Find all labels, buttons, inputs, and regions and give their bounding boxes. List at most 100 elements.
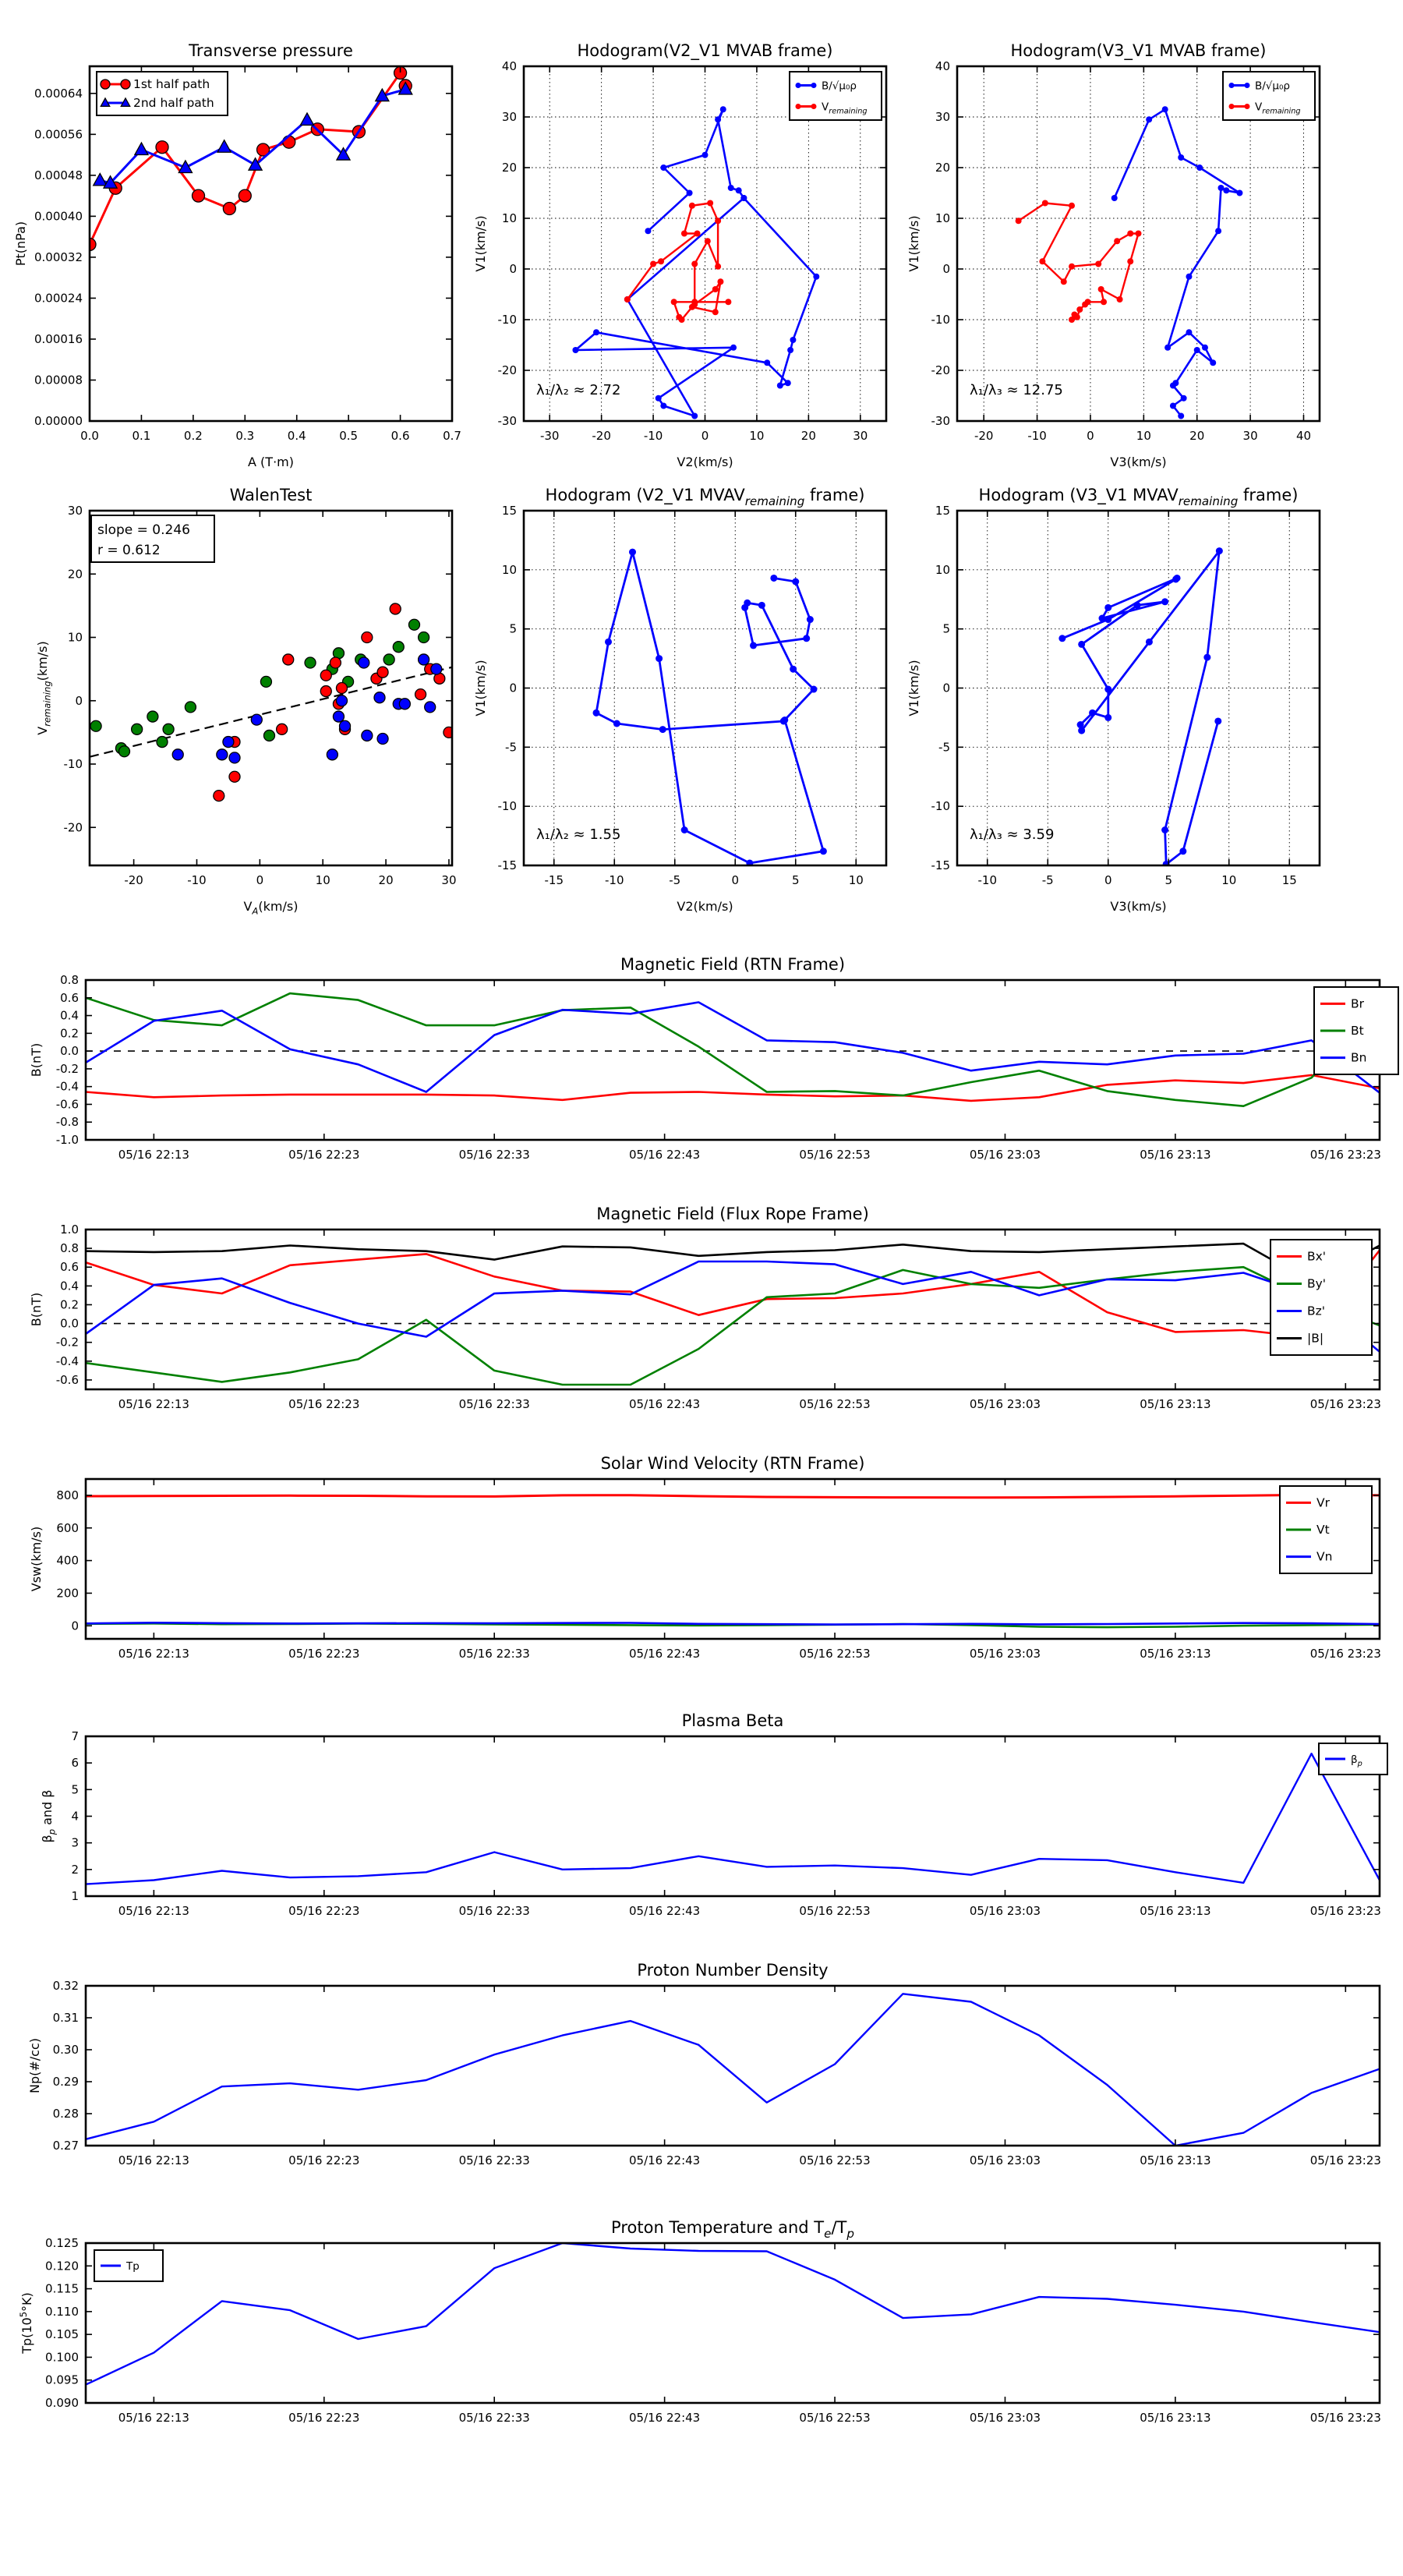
svg-text:15: 15 (502, 504, 517, 518)
svg-text:0.0: 0.0 (60, 1317, 79, 1331)
svg-text:05/16 23:03: 05/16 23:03 (970, 1148, 1041, 1162)
svg-text:λ₁/λ₃ ≈ 12.75: λ₁/λ₃ ≈ 12.75 (970, 382, 1063, 398)
svg-text:0.27: 0.27 (53, 2139, 79, 2153)
svg-text:05/16 22:23: 05/16 22:23 (288, 2153, 359, 2167)
svg-text:05/16 22:33: 05/16 22:33 (459, 1397, 530, 1411)
svg-text:0: 0 (942, 681, 950, 695)
svg-text:-20: -20 (592, 429, 611, 443)
svg-text:-30: -30 (498, 414, 518, 428)
svg-text:Br: Br (1351, 996, 1365, 1010)
svg-text:7: 7 (71, 1729, 79, 1743)
svg-text:200: 200 (56, 1586, 79, 1600)
svg-text:-10: -10 (498, 313, 518, 327)
svg-text:slope = 0.246: slope = 0.246 (97, 522, 190, 538)
plot-beta: 05/16 22:13 05/16 22:23 05/16 22:33 05/16 2… (40, 1711, 1388, 1918)
svg-text:3: 3 (71, 1836, 79, 1850)
svg-text:0: 0 (71, 1619, 79, 1633)
svg-text:05/16 23:13: 05/16 23:13 (1140, 2411, 1210, 2425)
svg-text:2nd half path: 2nd half path (133, 96, 214, 110)
svg-text:05/16 23:23: 05/16 23:23 (1310, 1647, 1381, 1661)
svg-text:5: 5 (71, 1782, 79, 1796)
svg-text:05/16 23:03: 05/16 23:03 (970, 2411, 1041, 2425)
svg-text:0.1: 0.1 (132, 429, 150, 443)
svg-text:05/16 22:43: 05/16 22:43 (629, 2411, 700, 2425)
svg-text:0.8: 0.8 (60, 1241, 79, 1255)
svg-text:Vsw(km/s): Vsw(km/s) (29, 1527, 44, 1591)
svg-text:0.125: 0.125 (45, 2236, 79, 2250)
svg-text:-10: -10 (931, 313, 951, 327)
svg-text:-10: -10 (187, 873, 207, 887)
svg-text:05/16 22:23: 05/16 22:23 (288, 1647, 359, 1661)
svg-text:0.3: 0.3 (235, 429, 254, 443)
title-vsw: Solar Wind Velocity (RTN Frame) (601, 1454, 865, 1473)
svg-text:0: 0 (942, 262, 950, 276)
svg-text:V3(km/s): V3(km/s) (1110, 455, 1166, 469)
svg-text:0.105: 0.105 (45, 2327, 79, 2341)
svg-text:05/16 23:03: 05/16 23:03 (970, 1647, 1041, 1661)
svg-text:λ₁/λ₂ ≈ 2.72: λ₁/λ₂ ≈ 2.72 (536, 382, 620, 398)
svg-text:0: 0 (509, 262, 517, 276)
svg-text:0.115: 0.115 (45, 2282, 79, 2296)
svg-text:05/16 22:33: 05/16 22:33 (459, 1148, 530, 1162)
svg-text:05/16 23:13: 05/16 23:13 (1140, 1397, 1210, 1411)
svg-text:Np(#/cc): Np(#/cc) (27, 2038, 42, 2093)
svg-text:-10: -10 (644, 429, 663, 443)
svg-text:-10: -10 (931, 799, 951, 813)
svg-text:0.2: 0.2 (60, 1297, 79, 1311)
svg-text:30: 30 (853, 429, 868, 443)
svg-text:05/16 23:03: 05/16 23:03 (970, 1397, 1041, 1411)
svg-text:30: 30 (68, 504, 83, 518)
svg-text:10: 10 (749, 429, 764, 443)
svg-text:0.00024: 0.00024 (34, 291, 83, 305)
svg-text:20: 20 (502, 161, 517, 175)
svg-text:-0.6: -0.6 (56, 1373, 79, 1387)
svg-text:05/16 23:03: 05/16 23:03 (970, 1904, 1041, 1918)
svg-text:0.00016: 0.00016 (34, 332, 83, 346)
svg-text:20: 20 (1189, 429, 1204, 443)
svg-text:40: 40 (935, 59, 950, 73)
svg-text:0: 0 (1104, 873, 1112, 887)
title-b-fluxrope: Magnetic Field (Flux Rope Frame) (596, 1205, 869, 1223)
svg-text:30: 30 (441, 873, 456, 887)
svg-text:0.6: 0.6 (391, 429, 410, 443)
svg-text:0.0: 0.0 (80, 429, 99, 443)
svg-text:0.8: 0.8 (60, 973, 79, 987)
svg-text:-20: -20 (498, 363, 518, 377)
plot-tp: 05/16 22:13 05/16 22:23 05/16 22:33 05/16 2… (18, 2218, 1381, 2425)
svg-text:B/√μ₀ρ: B/√μ₀ρ (822, 80, 857, 93)
svg-text:05/16 22:53: 05/16 22:53 (799, 2411, 870, 2425)
svg-text:10: 10 (935, 563, 950, 577)
svg-text:0: 0 (702, 429, 709, 443)
svg-text:Pt(nPa): Pt(nPa) (13, 221, 28, 266)
svg-text:-5: -5 (505, 740, 517, 754)
svg-text:-10: -10 (498, 799, 518, 813)
svg-text:5: 5 (942, 622, 950, 636)
svg-text:5: 5 (792, 873, 800, 887)
svg-text:V1(km/s): V1(km/s) (473, 215, 488, 271)
svg-text:B(nT): B(nT) (29, 1043, 44, 1077)
svg-text:15: 15 (1282, 873, 1297, 887)
svg-text:-30: -30 (540, 429, 560, 443)
plot-b-fluxrope: 05/16 22:13 05/16 22:23 05/16 22:33 05/16 2… (29, 1205, 1381, 1411)
svg-text:V2(km/s): V2(km/s) (677, 455, 733, 469)
svg-text:05/16 22:43: 05/16 22:43 (629, 1397, 700, 1411)
svg-text:-0.6: -0.6 (56, 1097, 79, 1111)
svg-text:0.30: 0.30 (53, 2043, 79, 2057)
svg-text:30: 30 (502, 110, 517, 124)
svg-text:0.6: 0.6 (60, 1260, 79, 1274)
svg-text:10: 10 (1136, 429, 1151, 443)
title-beta: Plasma Beta (682, 1711, 784, 1730)
svg-text:0: 0 (1087, 429, 1094, 443)
plot-hodogram-v3v1-mvab: -20 -10 0 10 20 30 40 -30 -20 -10 0 10 20 30 40 Hodogra… (906, 41, 1321, 469)
svg-text:30: 30 (935, 110, 950, 124)
svg-text:-10: -10 (64, 757, 83, 771)
title-b-rtn: Magnetic Field (RTN Frame) (620, 955, 845, 974)
svg-text:V3(km/s): V3(km/s) (1110, 899, 1166, 914)
svg-text:0.00040: 0.00040 (34, 209, 83, 223)
svg-text:0: 0 (731, 873, 739, 887)
svg-text:Bx': Bx' (1307, 1250, 1326, 1264)
svg-text:V2(km/s): V2(km/s) (677, 899, 733, 914)
svg-text:-0.4: -0.4 (56, 1354, 79, 1368)
